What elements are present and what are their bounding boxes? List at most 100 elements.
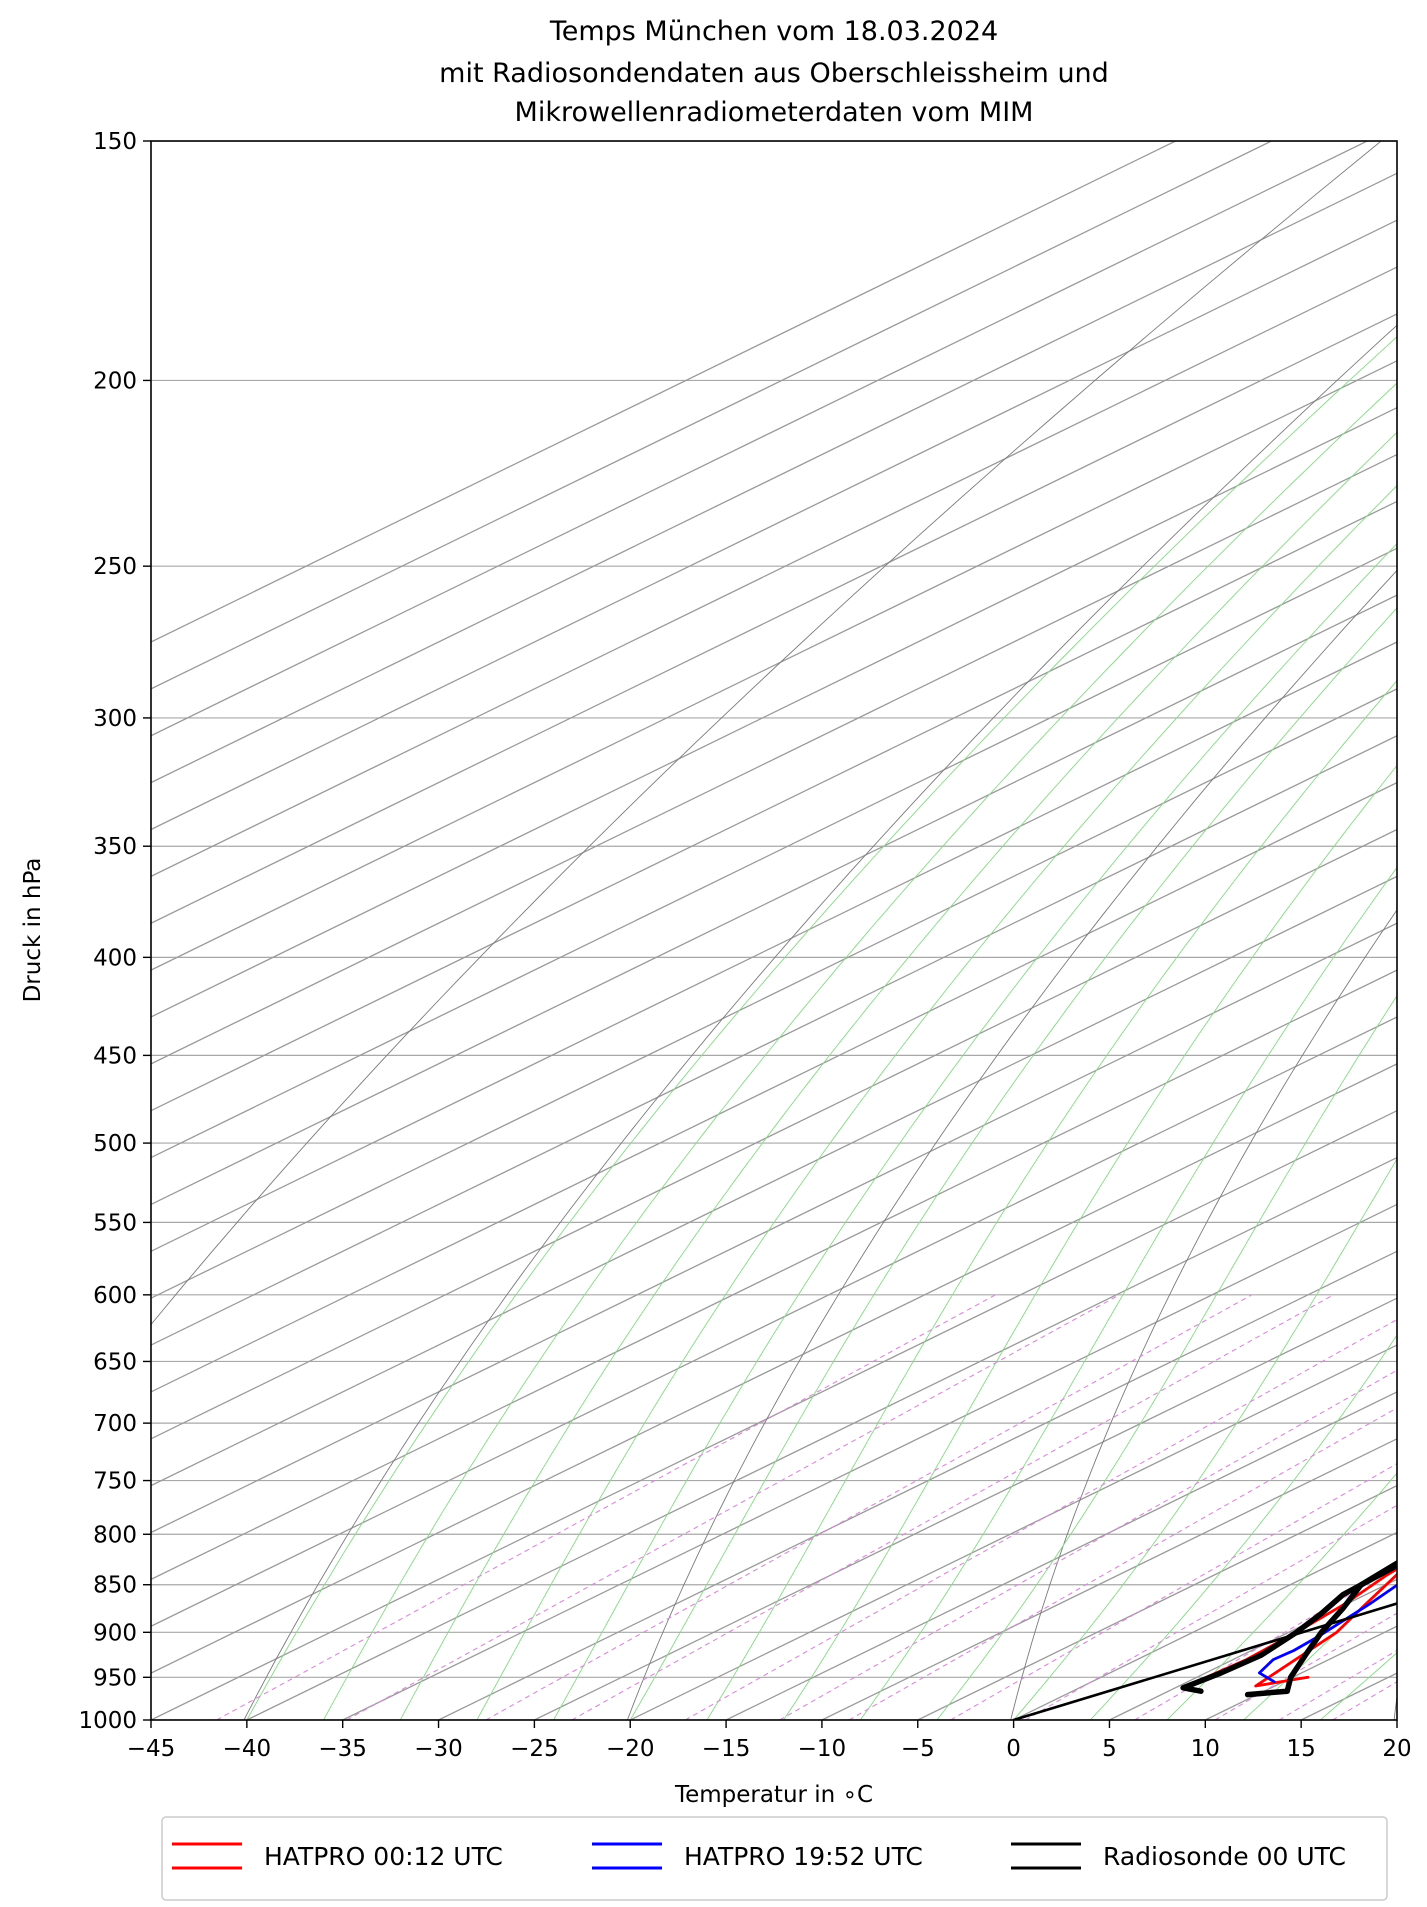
x-tick-label: −25 [510,1736,559,1762]
moist-adiabat-line [1089,1334,1397,1720]
mixing-ratio-line [1278,1649,1397,1720]
isotherm-gridline [151,688,1397,1299]
moist-adiabat-line [399,431,1397,1720]
isotherm-gridline [151,547,1397,1159]
moist-adiabat-line [246,336,1397,1720]
moist-adiabat-line [476,484,1397,1720]
legend: HATPRO 00:12 UTC HATPRO 19:52 UTC Radioson… [161,1816,1388,1901]
isotherm-gridline [151,266,1397,878]
series-line-2-1 [1258,1583,1397,1684]
legend-label: Radiosonde 00 UTC [1103,1842,1346,1871]
moist-adiabat-line [936,994,1397,1720]
legend-label: HATPRO 19:52 UTC [684,1842,923,1871]
isotherm-gridline [821,1438,1397,1720]
dry-adiabat-line [151,141,1382,1326]
dry-adiabat-line [1010,909,1397,1720]
moist-adiabat-line [553,542,1397,1720]
y-tick-label: 200 [93,368,137,394]
dry-adiabat-line [243,324,1397,1720]
isotherm-gridline [151,1063,1397,1674]
title-line-2: mit Radiosondendaten aus Oberschleisshei… [439,58,1109,89]
moist-adiabat-line [783,764,1397,1720]
isotherm-gridline [438,1250,1397,1720]
x-tick-label: −15 [702,1736,751,1762]
isotherm-gridline [246,1156,1397,1720]
y-tick-label: 500 [93,1131,137,1157]
mixing-ratio-line [779,1369,1397,1720]
moist-adiabat-line [1166,1472,1397,1720]
y-tick-label: 1000 [78,1708,137,1734]
mixing-ratio-line [685,1318,1397,1720]
y-tick-label: 800 [93,1522,137,1548]
mixing-ratio-line [571,1294,1334,1720]
moist-adiabat-line [629,607,1397,1720]
isotherm-gridline [151,141,1368,737]
mixing-ratio-line [216,1294,996,1720]
background-lines [151,141,1427,1720]
mixing-ratio-line [485,1294,1253,1720]
isotherm-gridline [151,360,1397,971]
isotherm-gridline [151,735,1397,1346]
y-axis-ticks: 1000 950 900 850 800 750 700 650 600 550 500 450 400… [78,129,151,1734]
x-axis-ticks: −45 −40 −35 −30 −25 −20 −15 −10 −5 0 5 10 15 20 [127,1720,1412,1762]
mixing-ratio-line [950,1463,1397,1720]
isotherm-gridline [725,1391,1397,1720]
y-tick-label: 550 [93,1210,137,1236]
dry-adiabat-line [626,569,1397,1720]
dry-adiabat-line [1393,1693,1397,1720]
isotherm-gridline [1396,1719,1397,1720]
mixing-ratio-line [1419,1295,1427,1720]
isotherm-gridline [151,313,1397,924]
isotherm-gridline [151,141,1272,690]
y-tick-label: 350 [93,834,137,860]
y-tick-label: 300 [93,706,137,732]
mixing-ratio-line [1025,1504,1397,1720]
moist-adiabat-line [1013,1158,1397,1720]
isotherm-gridline [534,1297,1397,1720]
isotherm-gridline [151,828,1397,1440]
x-axis-label: Temperatur in ∘C [674,1782,873,1808]
moist-adiabat-line [706,679,1397,1720]
isotherm-gridline [151,453,1397,1065]
x-tick-label: −35 [318,1736,367,1762]
title-line-1: Temps München vom 18.03.2024 [549,16,998,47]
legend-label: HATPRO 00:12 UTC [264,1842,503,1871]
y-tick-label: 850 [93,1573,137,1599]
x-tick-label: 15 [1287,1736,1316,1762]
isotherm-gridline [151,875,1397,1487]
x-tick-label: −10 [798,1736,847,1762]
isotherm-gridline [151,594,1397,1206]
x-tick-label: 20 [1382,1736,1411,1762]
legend-box [161,1816,1388,1901]
isotherm-gridline [151,1109,1397,1720]
x-tick-label: 10 [1191,1736,1220,1762]
isotherm-gridline [151,969,1397,1581]
moist-adiabat-line [323,382,1397,1720]
isotherm-gridline [151,641,1397,1253]
x-tick-label: −45 [127,1736,176,1762]
moist-adiabat-line [859,866,1397,1720]
isotherm-gridline [151,500,1397,1112]
y-tick-label: 750 [93,1469,137,1495]
isotherm-gridline [151,1016,1397,1627]
x-tick-label: 0 [1006,1736,1021,1762]
x-tick-label: 5 [1102,1736,1117,1762]
isotherm-gridline [151,781,1397,1393]
series-line-3-5 [1012,1602,1397,1720]
y-tick-label: 700 [93,1411,137,1437]
plot-frame [150,140,1398,1721]
x-tick-label: −30 [414,1736,463,1762]
x-tick-label: −5 [901,1736,935,1762]
isotherm-gridline [151,141,1176,643]
isotherm-gridline [151,219,1397,831]
isotherm-gridline [151,172,1397,784]
mixing-ratio-line [346,1294,1120,1720]
y-tick-label: 600 [93,1283,137,1309]
y-tick-label: 650 [93,1349,137,1375]
isotherm-gridline [151,406,1397,1018]
legend-items: HATPRO 00:12 UTC HATPRO 19:52 UTC Radioson… [172,1842,1346,1871]
isotherm-gridline [151,922,1397,1534]
moist-adiabat-line [1396,1719,1397,1720]
isotherm-gridline [342,1203,1397,1720]
